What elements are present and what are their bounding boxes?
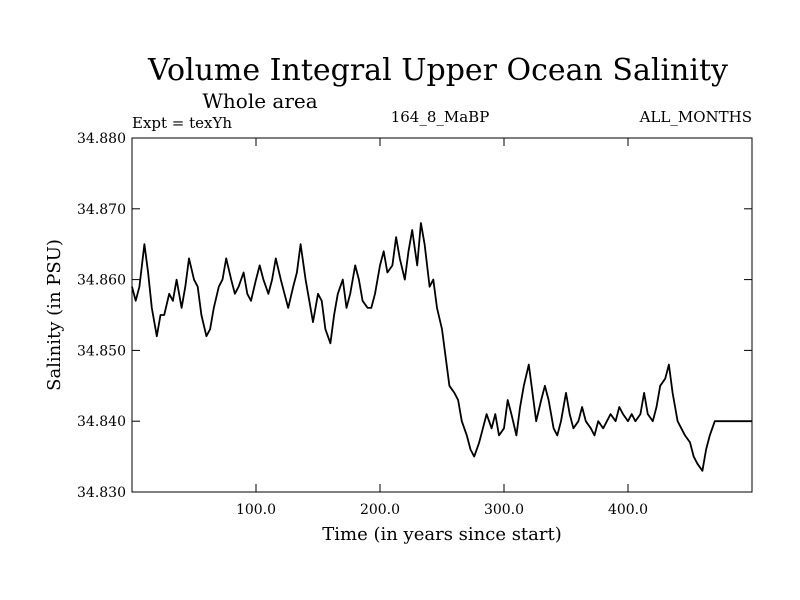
salinity-series-line [131, 222, 752, 472]
y-tick-label: 34.850 [77, 343, 126, 359]
y-tick-label: 34.880 [77, 131, 126, 147]
x-tick-label: 100.0 [236, 502, 276, 518]
chart-title: Volume Integral Upper Ocean Salinity [147, 53, 728, 88]
x-tick-label: 300.0 [484, 502, 524, 518]
y-tick-label: 34.870 [77, 202, 126, 218]
x-axis-label: Time (in years since start) [322, 524, 562, 545]
period-label: 164_8_MaBP [391, 108, 490, 126]
y-axis-ticks: 34.830 34.840 34.850 34.860 34.870 34.880 [77, 131, 752, 501]
plot-frame [131, 137, 753, 493]
months-label: ALL_MONTHS [639, 108, 752, 126]
y-axis-label: Salinity (in PSU) [44, 239, 65, 391]
x-tick-label: 200.0 [360, 502, 400, 518]
x-tick-label: 400.0 [608, 502, 648, 518]
y-tick-label: 34.840 [77, 414, 126, 430]
y-tick-label: 34.860 [77, 273, 126, 289]
x-axis-ticks: 100.0 200.0 300.0 400.0 [236, 138, 648, 518]
experiment-label: Expt = texYh [132, 114, 232, 132]
chart-subtitle: Whole area [202, 89, 317, 113]
y-tick-label: 34.830 [77, 485, 126, 501]
